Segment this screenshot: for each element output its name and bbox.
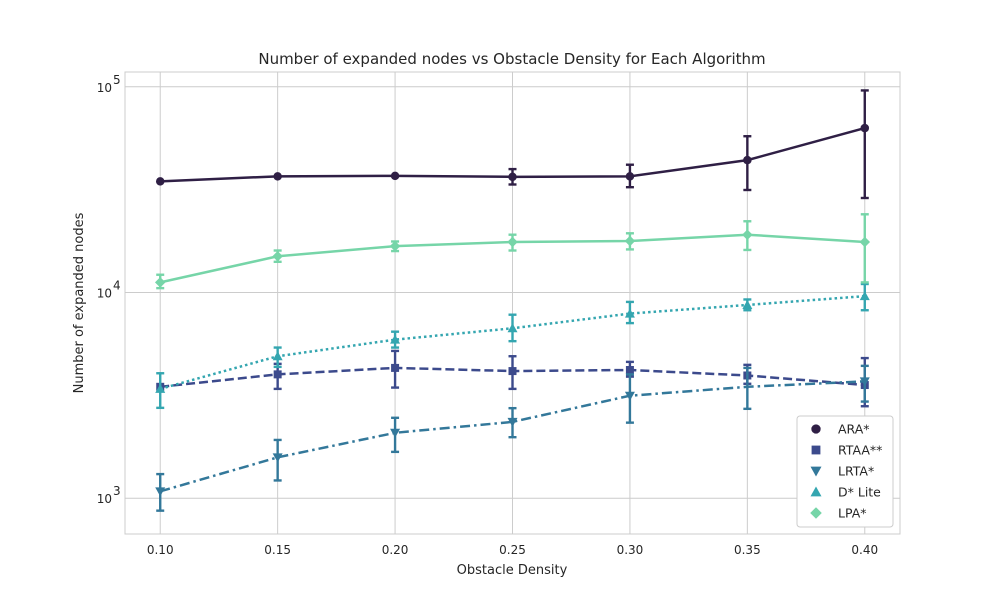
data-point bbox=[272, 351, 283, 361]
plot-frame bbox=[124, 71, 901, 535]
legend-item: RTAA** bbox=[811, 443, 882, 458]
data-point bbox=[742, 299, 753, 309]
data-point bbox=[742, 229, 753, 240]
error-bar bbox=[743, 366, 752, 411]
x-tick-label: 0.30 bbox=[617, 543, 644, 557]
x-tick-label: 0.40 bbox=[851, 543, 878, 557]
data-point bbox=[390, 428, 401, 438]
legend-box bbox=[796, 415, 894, 528]
y-tick-exponent: 3 bbox=[113, 484, 121, 498]
chart-title: Number of expanded nodes vs Obstacle Den… bbox=[258, 50, 765, 68]
data-point bbox=[508, 172, 517, 182]
legend-item: LPA* bbox=[810, 506, 867, 521]
data-point bbox=[625, 366, 634, 375]
y-tick-exponent: 5 bbox=[113, 73, 121, 87]
data-point bbox=[860, 123, 870, 133]
data-point bbox=[272, 453, 283, 463]
data-point bbox=[507, 323, 518, 333]
series-layer bbox=[154, 89, 871, 512]
legend-item: ARA* bbox=[811, 422, 870, 437]
data-point bbox=[508, 367, 517, 376]
y-tick-base: 10 bbox=[97, 492, 112, 506]
legend-marker bbox=[811, 445, 821, 455]
legend-label: D* Lite bbox=[838, 485, 881, 500]
data-point bbox=[155, 487, 166, 497]
series-lpa- bbox=[154, 213, 871, 290]
y-tick-exponent: 4 bbox=[113, 279, 121, 293]
legend: ARA* RTAA** LRTA* D* Lite LPA* bbox=[796, 415, 894, 528]
data-point bbox=[272, 251, 283, 262]
legend-label: LRTA* bbox=[838, 464, 874, 479]
x-axis-label: Obstacle Density bbox=[457, 563, 568, 578]
x-tick-labels: 0.10 0.15 0.20 0.25 0.30 0.35 0.40 bbox=[147, 543, 878, 557]
legend-label: ARA* bbox=[838, 422, 870, 437]
legend-item: D* Lite bbox=[810, 485, 881, 500]
data-point bbox=[507, 236, 518, 248]
data-point bbox=[273, 172, 282, 181]
series-ara- bbox=[155, 89, 870, 200]
data-point bbox=[859, 236, 871, 248]
x-tick-label: 0.15 bbox=[264, 543, 291, 557]
legend-marker bbox=[811, 424, 821, 434]
legend-marker bbox=[810, 466, 822, 477]
legend-label: RTAA** bbox=[838, 443, 882, 458]
legend-marker bbox=[810, 486, 822, 497]
y-tick-label: 104 bbox=[97, 279, 121, 301]
data-point bbox=[155, 177, 165, 186]
error-bar bbox=[860, 89, 869, 200]
x-tick-label: 0.25 bbox=[499, 543, 526, 557]
series-d-lite bbox=[155, 282, 870, 410]
data-point bbox=[154, 277, 166, 288]
grid bbox=[125, 72, 900, 534]
data-point bbox=[624, 235, 636, 247]
data-point bbox=[859, 291, 870, 301]
data-point bbox=[625, 172, 635, 181]
y-tick-label: 103 bbox=[97, 484, 121, 506]
y-axis-label: Number of expanded nodes bbox=[72, 212, 87, 393]
x-tick-label: 0.10 bbox=[147, 543, 174, 557]
data-point bbox=[155, 383, 166, 393]
data-point bbox=[273, 370, 282, 379]
data-point bbox=[507, 417, 518, 427]
y-tick-label: 105 bbox=[97, 73, 121, 95]
x-tick-label: 0.20 bbox=[382, 543, 409, 557]
legend-marker bbox=[810, 507, 822, 519]
series-lrta- bbox=[155, 364, 870, 512]
data-point bbox=[391, 363, 400, 372]
data-point bbox=[390, 334, 401, 344]
data-point bbox=[624, 308, 635, 318]
series-line bbox=[159, 380, 865, 493]
data-point bbox=[859, 377, 870, 387]
legend-label: LPA* bbox=[838, 506, 867, 521]
data-point bbox=[389, 240, 401, 252]
data-point bbox=[624, 391, 635, 401]
data-point bbox=[743, 155, 752, 165]
x-tick-label: 0.35 bbox=[734, 543, 761, 557]
error-bar bbox=[860, 213, 869, 284]
data-point bbox=[390, 171, 400, 181]
legend-item: LRTA* bbox=[810, 464, 874, 479]
y-tick-base: 10 bbox=[97, 287, 112, 301]
y-tick-base: 10 bbox=[97, 81, 112, 95]
